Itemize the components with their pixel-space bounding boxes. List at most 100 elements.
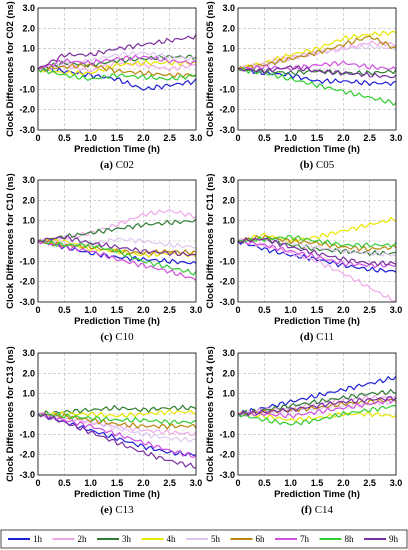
legend-label-8h: 8h (345, 534, 355, 544)
series-line-8h (37, 412, 197, 426)
y-tick-label: -2.0 (219, 277, 235, 287)
x-tick-label: 2.0 (137, 478, 150, 488)
y-axis-label: Clock Differences for C02 (ns) (5, 1, 16, 137)
y-tick-label: -2.0 (19, 277, 35, 287)
y-tick-label: 2.0 (22, 368, 35, 378)
series-line-1h (37, 67, 197, 91)
series-line-6h (237, 398, 397, 416)
x-tick-label: 0.5 (58, 305, 71, 315)
y-tick-label: -1.0 (219, 429, 235, 439)
plot-frame (237, 7, 397, 131)
x-axis-label: Prediction Time (h) (74, 316, 160, 327)
x-tick-label: 2.0 (337, 478, 350, 488)
caption-letter: (e) (100, 504, 113, 516)
x-tick-label: 2.5 (363, 133, 376, 143)
series-line-9h (237, 65, 397, 79)
series-line-6h (37, 62, 197, 79)
x-axis-label: Prediction Time (h) (274, 489, 360, 500)
y-tick-label: -2.0 (19, 105, 35, 115)
x-tick-label: 2.5 (363, 478, 376, 488)
legend-label-6h: 6h (256, 534, 266, 544)
plot-frame (37, 352, 197, 476)
y-tick-label: 1.0 (22, 216, 35, 226)
x-tick-label: 2.0 (337, 133, 350, 143)
y-tick-label: 1.0 (22, 389, 35, 399)
plot-frame (37, 7, 197, 131)
series-line-8h (237, 235, 397, 249)
x-tick-label: 2.5 (163, 133, 176, 143)
x-tick-label: 2.0 (137, 133, 150, 143)
plot-frame (237, 179, 397, 303)
x-axis-label: Prediction Time (h) (274, 144, 360, 155)
y-tick-label: -3.0 (19, 297, 35, 307)
x-tick-label: 0 (35, 133, 40, 143)
series-line-6h (238, 235, 397, 252)
x-tick-label: 1.5 (311, 305, 324, 315)
y-tick-label: -3.0 (219, 297, 235, 307)
caption-letter: (c) (100, 331, 113, 343)
caption-name: C14 (312, 504, 334, 516)
x-tick-label: 2.5 (363, 305, 376, 315)
legend-label-3h: 3h (122, 534, 132, 544)
y-tick-label: 1.0 (222, 44, 235, 54)
y-tick-label: -3.0 (19, 470, 35, 480)
series-line-9h (37, 34, 197, 70)
x-tick-label: 3.0 (390, 305, 403, 315)
series-line-1h (237, 68, 397, 87)
series-line-7h (237, 60, 397, 72)
series-line-8h (237, 404, 397, 426)
panel-c02: 0 0.5 1.0 1.5 2.0 2.5 3.0 3.0 2.0 1.0 0 -1.0 -2.0 -3.… (5, 1, 202, 171)
legend-label-1h: 1h (33, 534, 43, 544)
y-tick-label: 0 (30, 64, 35, 74)
x-tick-label: 1.0 (84, 133, 97, 143)
x-tick-label: 3.0 (190, 478, 203, 488)
y-tick-label: -2.0 (219, 450, 235, 460)
x-tick-label: 1.5 (111, 133, 124, 143)
series-line-9h (237, 237, 397, 267)
series-line-2h (237, 239, 397, 303)
y-axis-label: Clock Differences for C11 (ns) (205, 173, 216, 308)
y-tick-label: -1.0 (19, 429, 35, 439)
x-tick-label: 1.5 (311, 478, 324, 488)
y-tick-label: 0 (30, 236, 35, 246)
legend-label-4h: 4h (167, 534, 177, 544)
y-tick-label: 3.0 (22, 348, 35, 358)
x-tick-label: 1.5 (111, 478, 124, 488)
x-tick-label: 1.5 (311, 133, 324, 143)
series-line-4h (237, 411, 397, 423)
series-line-7h (37, 240, 197, 282)
y-tick-label: 0 (230, 409, 235, 419)
panel-caption: (b) C05 (300, 159, 335, 171)
y-tick-label: 1.0 (22, 44, 35, 54)
x-tick-label: 3.0 (190, 133, 203, 143)
y-tick-label: -3.0 (219, 125, 235, 135)
y-axis-label: Clock Differences for C05 (ns) (205, 1, 216, 137)
panel-caption: (f) C14 (301, 504, 334, 516)
series-line-6h (37, 412, 197, 430)
panel-c13: 0 0.5 1.0 1.5 2.0 2.5 3.0 3.0 2.0 1.0 0 -1.0 -2.0 -3.… (5, 346, 202, 516)
series-line-9h (37, 235, 197, 257)
y-tick-label: -3.0 (19, 125, 35, 135)
caption-letter: (f) (301, 504, 312, 516)
caption-name: C05 (313, 159, 335, 171)
series-line-7h (37, 412, 197, 458)
series-line-9h (237, 396, 397, 416)
panel-caption: (e) C13 (100, 504, 134, 516)
y-tick-label: 1.0 (222, 389, 235, 399)
x-tick-label: 0.5 (258, 305, 271, 315)
x-tick-label: 0 (35, 305, 40, 315)
y-tick-label: 3.0 (222, 348, 235, 358)
y-axis-label: Clock Differences for C10 (ns) (5, 173, 16, 309)
series-line-1h (237, 240, 397, 273)
legend-label-7h: 7h (300, 534, 310, 544)
panel-caption: (a) C02 (100, 159, 134, 171)
caption-name: C11 (313, 331, 334, 343)
legend-label-5h: 5h (211, 534, 221, 544)
series-line-4h (37, 238, 197, 258)
y-tick-label: 2.0 (222, 195, 235, 205)
x-tick-label: 1.5 (111, 305, 124, 315)
x-tick-label: 2.0 (137, 305, 150, 315)
caption-name: C13 (113, 504, 135, 516)
x-axis-label: Prediction Time (h) (274, 316, 360, 327)
